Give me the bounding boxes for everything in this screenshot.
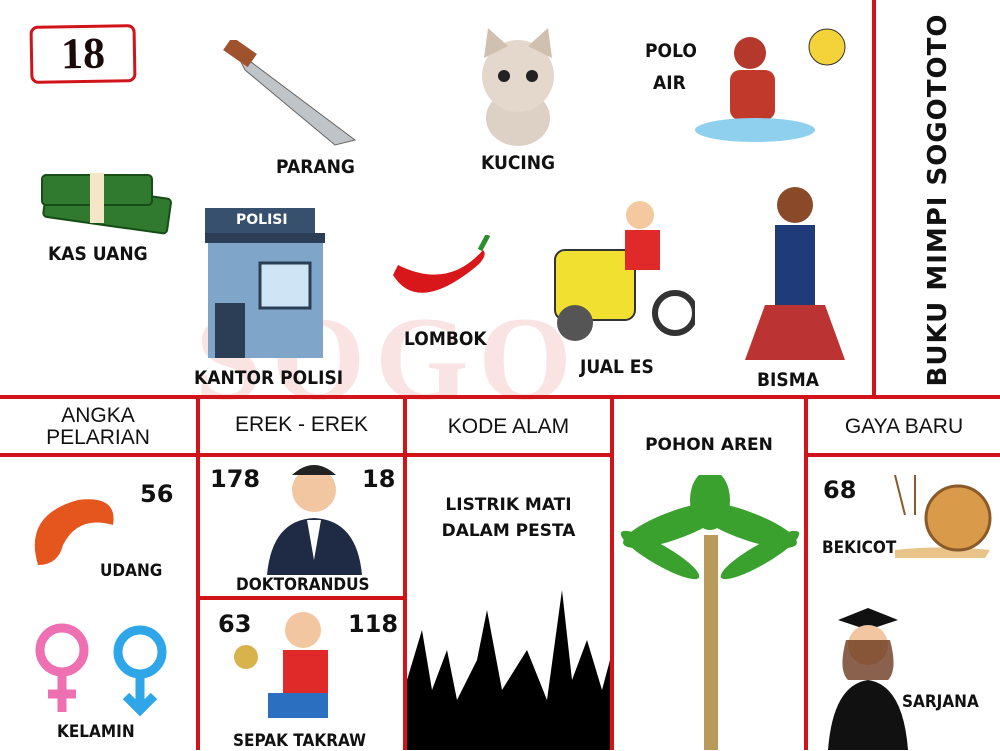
label-sarjana: SARJANA — [902, 692, 979, 712]
header-pohon-aren: POHON AREN — [645, 435, 773, 455]
header-text: ANGKA — [61, 404, 135, 427]
label-bisma: BISMA — [757, 369, 819, 391]
label-kas-uang: KAS UANG — [48, 243, 148, 265]
divider — [198, 596, 405, 600]
palm-tree-icon — [620, 475, 800, 750]
doctor-man-icon — [267, 465, 362, 575]
number-badge: 18 — [29, 24, 137, 84]
water-polo-icon — [695, 28, 846, 142]
divider — [804, 395, 808, 750]
label-doktorandus: DOKTORANDUS — [236, 575, 370, 595]
divider — [0, 453, 612, 457]
badge-number: 18 — [60, 28, 106, 79]
sepak-takraw-icon — [234, 612, 328, 718]
number-63: 63 — [218, 610, 252, 638]
divider — [872, 0, 876, 398]
label-sepak-takraw: SEPAK TAKRAW — [233, 731, 367, 751]
number-18: 18 — [362, 465, 396, 493]
police-sign: POLISI — [236, 212, 288, 228]
label-kucing: KUCING — [481, 152, 556, 174]
label-parang: PARANG — [276, 156, 355, 178]
party-crowd-icon — [407, 590, 610, 750]
label-udang: UDANG — [100, 561, 163, 581]
label-lombok: LOMBOK — [404, 328, 487, 350]
number-178: 178 — [210, 465, 261, 493]
divider — [610, 395, 614, 750]
divider — [806, 453, 1000, 457]
number-56: 56 — [140, 480, 174, 508]
header-gaya-baru: GAYA BARU — [844, 415, 964, 438]
label-polo-air-1: POLO — [645, 40, 697, 62]
header-text: PELARIAN — [46, 426, 150, 449]
ice-cream-cart-icon — [554, 201, 695, 341]
number-68: 68 — [823, 476, 857, 504]
label-kantor-polisi: KANTOR POLISI — [194, 367, 344, 389]
label-kelamin: KELAMIN — [57, 722, 135, 742]
header-erek-erek: EREK - EREK — [234, 413, 369, 436]
graduate-icon — [828, 608, 908, 750]
divider — [0, 395, 1000, 399]
header-angka-pelarian: ANGKA PELARIAN — [0, 405, 196, 449]
kode-alam-line1: LISTRIK MATI — [445, 495, 572, 515]
label-polo-air-2: AIR — [653, 72, 686, 94]
kode-alam-line2: DALAM PESTA — [441, 521, 576, 541]
divider — [403, 395, 407, 750]
side-title: BUKU MIMPI SOGOTOTO — [923, 13, 953, 387]
number-118: 118 — [348, 610, 399, 638]
machete-icon — [223, 40, 357, 146]
kode-alam-text: LISTRIK MATI DALAM PESTA — [407, 492, 610, 544]
money-icon — [41, 173, 172, 235]
chili-icon — [393, 235, 491, 293]
snail-icon — [894, 474, 992, 558]
shrimp-icon — [34, 499, 114, 565]
label-jual-es: JUAL ES — [580, 356, 654, 378]
label-bekicot: BEKICOT — [822, 538, 897, 558]
gender-symbols-icon — [35, 623, 167, 717]
police-station-icon — [205, 208, 325, 358]
divider — [196, 395, 200, 750]
cat-icon — [482, 28, 554, 146]
wayang-bisma-icon — [745, 187, 845, 360]
header-kode-alam: KODE ALAM — [447, 415, 570, 438]
